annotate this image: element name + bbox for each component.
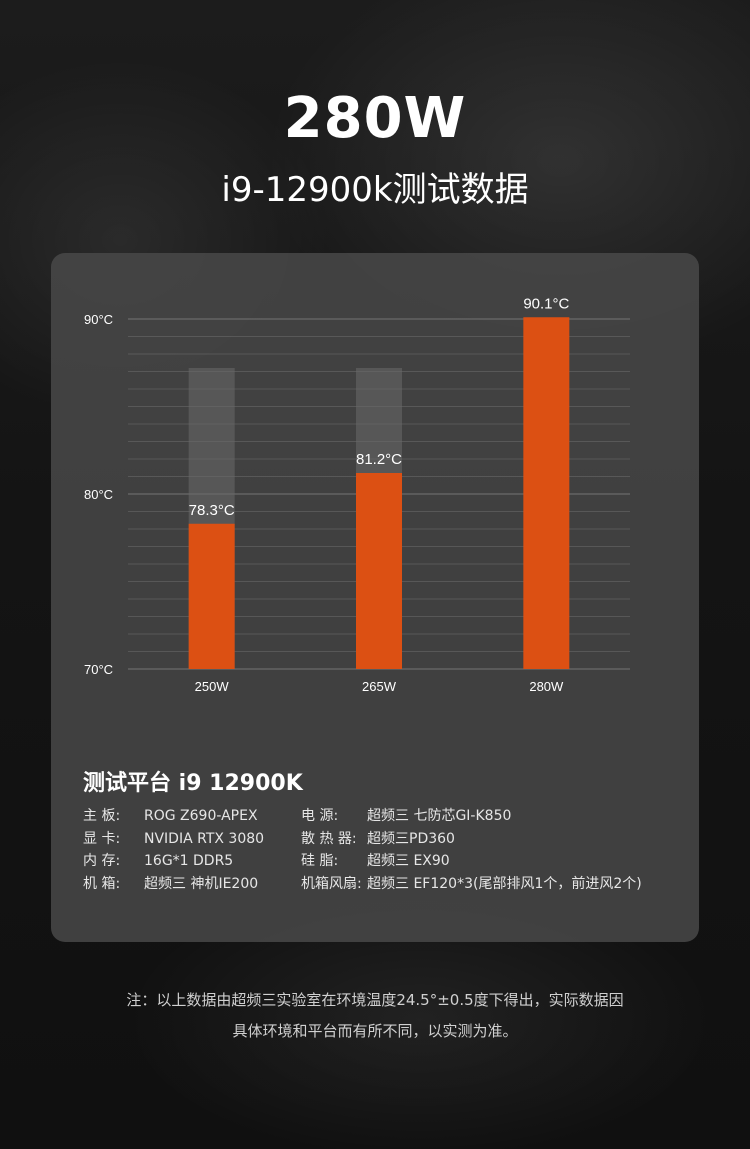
spec-value: 超频三 EF120*3(尾部排风1个，前进风2个) (367, 875, 642, 892)
spec-key: 电 源: (301, 808, 339, 824)
bar-value-label: 81.2°C (356, 451, 402, 468)
spec-row-gpu: 显 卡: NVIDIA RTX 3080 (83, 828, 264, 851)
hero-subtitle: i9-12900k测试数据 (221, 170, 529, 210)
x-tick-label: 265W (362, 679, 397, 694)
y-tick-label: 70°C (84, 662, 113, 677)
spec-row-thermal-paste: 硅 脂: 超频三 EX90 (301, 850, 642, 873)
x-tick-label: 280W (529, 679, 564, 694)
spec-value: NVIDIA RTX 3080 (144, 830, 265, 847)
footnote-line-2: 具体环境和平台而有所不同，以实测为准。 (232, 1022, 518, 1040)
bar-280W (523, 317, 570, 669)
bar-250W (188, 523, 235, 669)
spec-key: 主 板: (83, 808, 121, 824)
bar-265W (356, 473, 402, 669)
spec-key: 硅 脂: (301, 853, 339, 869)
spec-row-cooler: 散 热 器: 超频三PD360 (301, 828, 642, 851)
spec-row-motherboard: 主 板: ROG Z690-APEX (83, 805, 264, 828)
spec-row-case: 机 箱: 超频三 神机IE200 (83, 873, 264, 896)
spec-key: 显 卡: (83, 830, 121, 847)
x-tick-label: 250W (195, 679, 230, 694)
temperature-bar-chart: 70°C 80°C 90°C 78.3°C 250W 81.2°C 265W 90.1°C 28… (84, 295, 630, 694)
spec-row-psu: 电 源: 超频三 七防芯GI-K850 (301, 805, 642, 828)
chart-card: 70°C 80°C 90°C 78.3°C 250W 81.2°C 265W 90.1°C 28… (51, 253, 699, 942)
platform-title: 测试平台 i9 12900K (83, 771, 303, 796)
y-tick-label: 90°C (84, 312, 113, 327)
y-tick-label: 80°C (84, 487, 113, 502)
footnote: 注：以上数据由超频三实验室在环境温度24.5°±0.5度下得出，实际数据因 具体… (40, 985, 710, 1047)
bar-value-label: 78.3°C (189, 502, 235, 519)
spec-value: 超频三 七防芯GI-K850 (367, 808, 512, 824)
hero-title: 280W (283, 86, 467, 151)
spec-value: ROG Z690-APEX (144, 808, 258, 824)
spec-row-memory: 内 存: 16G*1 DDR5 (83, 850, 264, 873)
spec-key: 机 箱: (83, 875, 121, 892)
spec-value: 16G*1 DDR5 (144, 853, 234, 869)
bar-value-label: 90.1°C (523, 295, 569, 312)
spec-value: 超频三PD360 (367, 830, 455, 847)
spec-key: 机箱风扇: (301, 875, 362, 892)
spec-row-case-fans: 机箱风扇: 超频三 EF120*3(尾部排风1个，前进风2个) (301, 873, 642, 896)
specs-left-list: 主 板: ROG Z690-APEX 显 卡: NVIDIA RTX 3080 内 … (83, 805, 264, 895)
spec-value: 超频三 神机IE200 (144, 875, 259, 892)
spec-value: 超频三 EX90 (367, 853, 450, 869)
spec-key: 散 热 器: (301, 830, 357, 847)
spec-key: 内 存: (83, 853, 121, 869)
specs-right-list: 电 源: 超频三 七防芯GI-K850 散 热 器: 超频三PD360 硅 脂: 超频… (301, 805, 642, 895)
footnote-line-1: 注：以上数据由超频三实验室在环境温度24.5°±0.5度下得出，实际数据因 (126, 991, 624, 1009)
